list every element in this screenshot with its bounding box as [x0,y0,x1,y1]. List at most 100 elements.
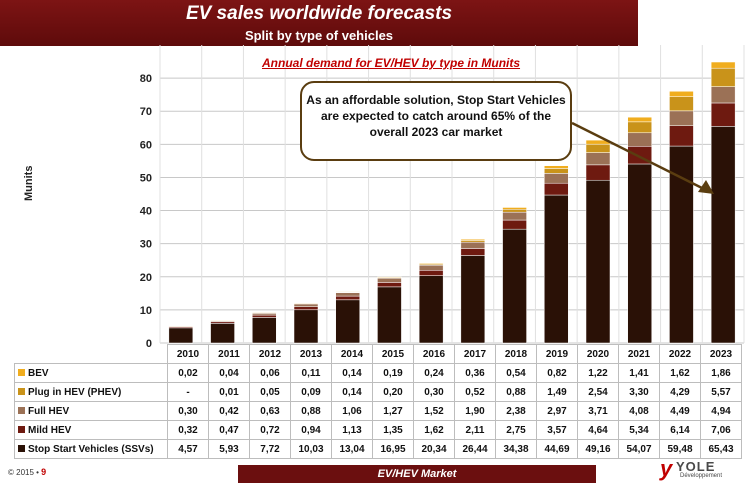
table-cell: 5,34 [618,420,660,440]
table-cell: 26,44 [454,439,496,459]
x-tick-label: 2012 [249,344,291,364]
bar-segment [210,320,235,322]
table-cell: 0,47 [208,420,250,440]
y-tick-label: 50 [140,172,152,184]
bar-segment [460,255,486,344]
table-cell: 7,06 [700,420,742,440]
bar-segment [418,270,444,276]
bar-segment [502,207,527,210]
table-cell: 1,27 [372,401,414,421]
y-tick-label: 20 [140,272,152,284]
table-cell: 49,16 [577,439,619,459]
bar-segment [293,306,319,311]
table-cell: 2,38 [495,401,537,421]
table-cell: 1,49 [536,382,578,402]
x-tick-label: 2018 [495,344,537,364]
x-tick-label: 2013 [290,344,332,364]
page-number: 9 [41,467,47,477]
x-tick-label: 2020 [577,344,619,364]
bar-segment [710,61,736,69]
table-row: Plug in HEV (PHEV) -0,01 0,05 0,09 0,14 0,20 0… [14,382,742,402]
x-tick-label: 2021 [618,344,660,364]
legend-label: Plug in HEV (PHEV) [28,386,122,398]
bar-segment [710,102,736,127]
bar-segment [210,323,235,344]
bar-segment [669,145,694,344]
x-tick-label: 2022 [659,344,701,364]
bar-segment [418,275,444,344]
bar-segment [544,168,569,174]
footer-band: EV/HEV Market [238,465,596,483]
bar-segment [669,91,694,97]
legend-label: Full HEV [28,405,70,417]
table-cell: 3,30 [618,382,660,402]
chart-subtitle: Annual demand for EV/HEV by type in Muni… [262,56,521,70]
bar-segment [585,179,611,344]
table-cell: 4,94 [700,401,742,421]
table-cell: 34,38 [495,439,537,459]
y-tick-label: 40 [140,206,152,218]
bar-segment [377,277,402,283]
bar-segment [502,219,527,230]
callout-arrowhead [698,180,714,194]
bar-segment [460,240,486,243]
x-tick-label: 2016 [413,344,455,364]
table-cell: 6,14 [659,420,701,440]
legend-swatch-icon [18,406,25,414]
table-cell: 4,29 [659,382,701,402]
legend-label: BEV [28,367,49,379]
bar-segment [544,165,569,169]
x-tick-label: 2023 [700,344,742,364]
y-tick-label: 70 [140,106,152,118]
table-cell: 2,75 [495,420,537,440]
logo-mark-icon: y [660,456,673,481]
table-cell: 5,57 [700,382,742,402]
legend-entry: Stop Start Vehicles (SSVs) [14,439,168,459]
bar-segment [627,132,652,147]
legend-swatch-icon [18,368,25,376]
table-cell: 1,13 [331,420,373,440]
y-axis-label: Munits [23,165,35,201]
table-cell: 0,24 [413,363,455,383]
legend-entry: Plug in HEV (PHEV) [14,382,168,402]
table-cell: 1,62 [413,420,455,440]
table-cell: 0,05 [249,382,291,402]
page-subtitle: Split by type of vehicles [244,28,394,43]
x-tick-label: 2017 [454,344,496,364]
x-tick-label: 2010 [167,344,209,364]
y-tick-label: 0 [146,338,152,350]
table-cell: 0,30 [167,401,209,421]
legend-entry: Mild HEV [14,420,168,440]
y-tick-label: 10 [140,305,152,317]
bar-segment [627,163,652,344]
logo-sub: Développement [680,473,723,479]
bar-segment [418,263,444,265]
table-cell: 2,54 [577,382,619,402]
table-cell: 0,63 [249,401,291,421]
bar-segment [460,239,486,241]
table-cell: 10,03 [290,439,332,459]
table-cell: 1,52 [413,401,455,421]
legend-label: Stop Start Vehicles (SSVs) [28,443,154,455]
bar-segment [502,209,527,213]
bar-segment [335,292,360,297]
bar-segment [335,295,360,301]
table-cell: 0,06 [249,363,291,383]
legend-entry: Full HEV [14,401,168,421]
table-cell: 0,14 [331,363,373,383]
table-cell: 1,22 [577,363,619,383]
table-cell: 0,88 [495,382,537,402]
data-table: 2010 2011 2012 2013 2014 2015 2016 2017 2018 2019… [14,344,742,459]
x-tick-label: 2019 [536,344,578,364]
table-row: Full HEV 0,30 0,42 0,63 0,88 1,06 1,27 1,52 1,90… [14,401,742,421]
table-row: BEV 0,02 0,04 0,06 0,11 0,14 0,19 0,24 0,36 0,54 0… [14,363,742,383]
logo-word: YOLE [676,459,716,474]
bar-segment [377,282,402,288]
table-cell: 0,04 [208,363,250,383]
table-cell: 0,94 [290,420,332,440]
table-cell: 65,43 [700,439,742,459]
table-cell: 0,02 [167,363,209,383]
y-tick-label: 30 [140,239,152,251]
bar-segment [377,276,402,278]
